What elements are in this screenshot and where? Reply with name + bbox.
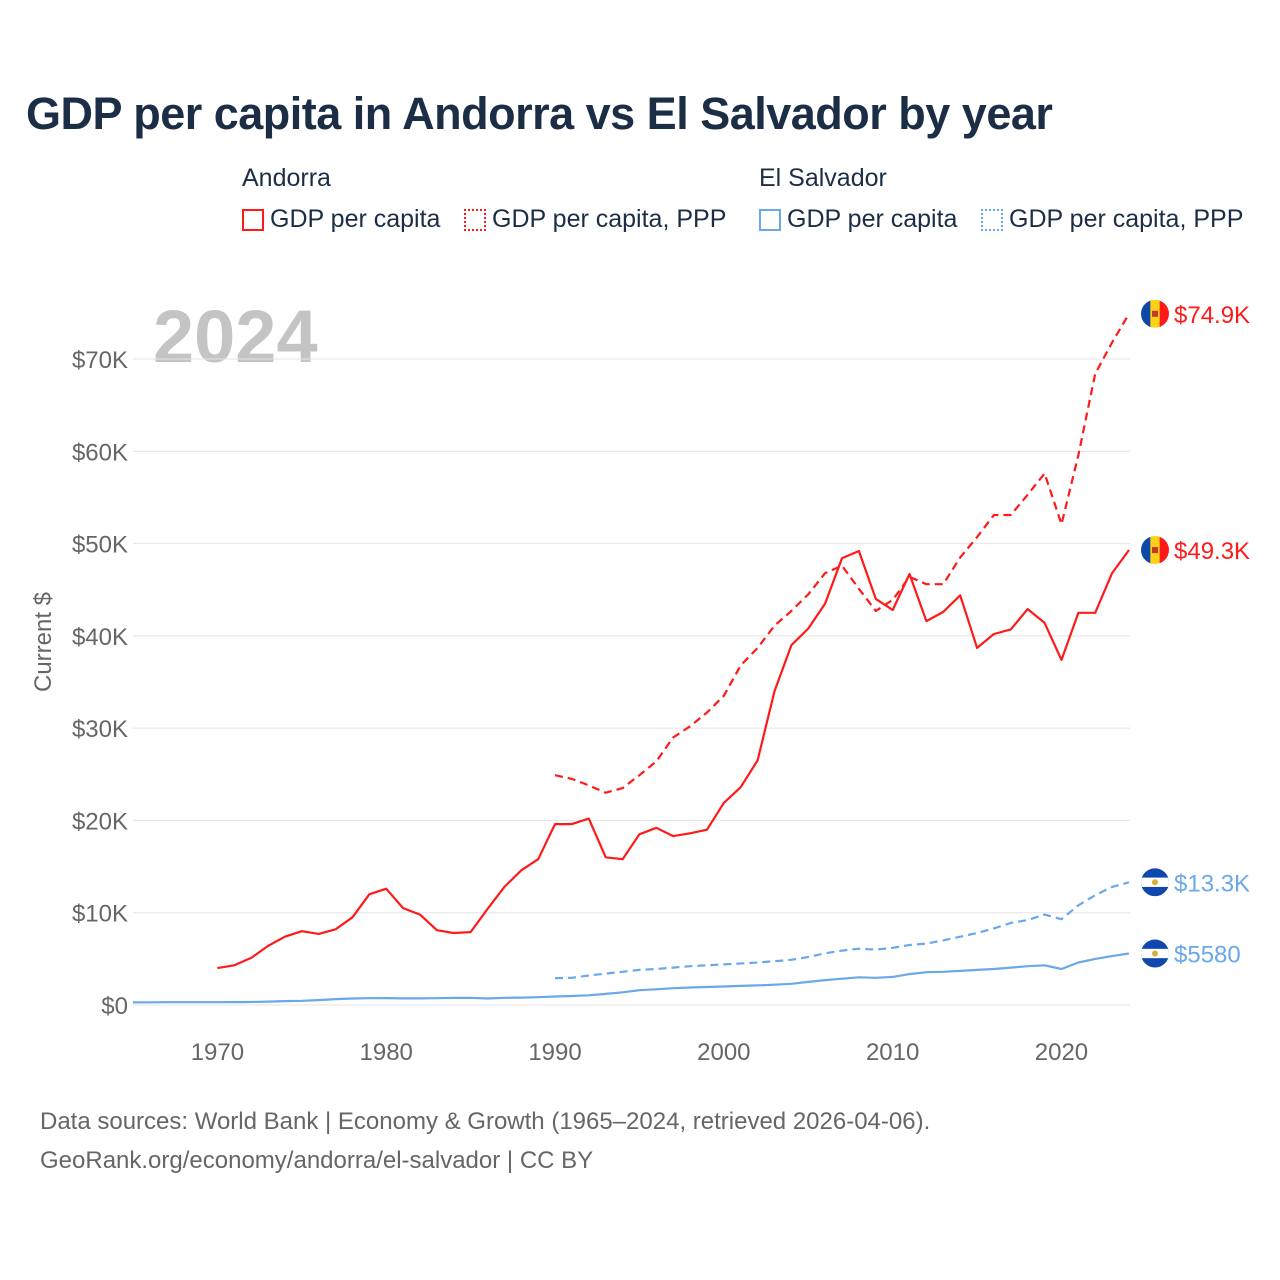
legend-swatch-dotted	[981, 208, 1003, 231]
legend-swatch-dotted	[464, 208, 486, 231]
x-tick-label: 2000	[697, 1039, 750, 1066]
series-line-andorra-gdp-per-capita-ppp	[554, 313, 1130, 794]
x-tick-label: 2020	[1035, 1039, 1088, 1066]
legend-swatch-solid	[242, 208, 264, 231]
series-line-el-salvador-gdp-per-capita-ppp	[554, 881, 1130, 980]
end-value-label: $74.9K	[1174, 302, 1250, 329]
flag-stripe	[1159, 299, 1169, 328]
series-line-el-salvador-gdp-per-capita	[132, 952, 1130, 1004]
year-watermark: 2024	[153, 295, 318, 378]
legend-andorra-gdp[interactable]: GDP per capita	[242, 205, 440, 234]
end-value-label: $13.3K	[1174, 870, 1250, 897]
andorra-flag-icon	[1141, 536, 1169, 565]
flag-stripe	[1159, 536, 1169, 565]
chart-title: GDP per capita in Andorra vs El Salvador…	[26, 88, 1053, 139]
series-line-andorra-gdp-per-capita	[217, 549, 1130, 970]
x-tick-label: 2010	[866, 1039, 919, 1066]
legend-label: GDP per capita	[270, 205, 441, 233]
flag-emblem	[1152, 310, 1158, 317]
legend-group-andorra: Andorra	[242, 164, 331, 192]
end-value-label: $49.3K	[1174, 538, 1250, 565]
y-axis-label: Current $	[30, 592, 57, 692]
flag-stripe	[1141, 536, 1152, 565]
flag-emblem	[1152, 879, 1158, 886]
legend-label: GDP per capita, PPP	[1009, 205, 1244, 233]
y-tick-label: $0	[101, 993, 128, 1020]
flag-emblem	[1152, 950, 1158, 957]
andorra-flag-icon	[1141, 299, 1169, 328]
legend-el-salvador-ppp[interactable]: GDP per capita, PPP	[981, 205, 1243, 234]
y-tick-label: $60K	[72, 439, 128, 466]
footer-link[interactable]: GeoRank.org/economy/andorra/el-salvador …	[40, 1147, 594, 1174]
el-salvador-flag-icon	[1141, 868, 1169, 897]
end-value-label: $5580	[1174, 942, 1241, 969]
y-tick-label: $70K	[72, 347, 128, 374]
legend-label: GDP per capita	[787, 205, 958, 233]
y-tick-label: $40K	[72, 624, 128, 651]
legend-label: GDP per capita, PPP	[492, 205, 727, 233]
legend-group-el-salvador: El Salvador	[759, 164, 887, 192]
x-tick-label: 1990	[528, 1039, 581, 1066]
y-tick-label: $50K	[72, 532, 128, 559]
flag-stripe	[1141, 299, 1152, 328]
x-tick-label: 1980	[360, 1039, 413, 1066]
legend-andorra-ppp[interactable]: GDP per capita, PPP	[464, 205, 726, 234]
y-tick-label: $10K	[72, 901, 128, 928]
x-tick-label: 1970	[191, 1039, 244, 1066]
flag-emblem	[1152, 547, 1158, 554]
el-salvador-flag-icon	[1141, 939, 1169, 968]
y-tick-label: $20K	[72, 808, 128, 835]
legend-el-salvador-gdp[interactable]: GDP per capita	[759, 205, 957, 234]
y-tick-label: $30K	[72, 716, 128, 743]
footer-sources: Data sources: World Bank | Economy & Gro…	[40, 1108, 931, 1135]
legend-swatch-solid	[759, 208, 781, 231]
